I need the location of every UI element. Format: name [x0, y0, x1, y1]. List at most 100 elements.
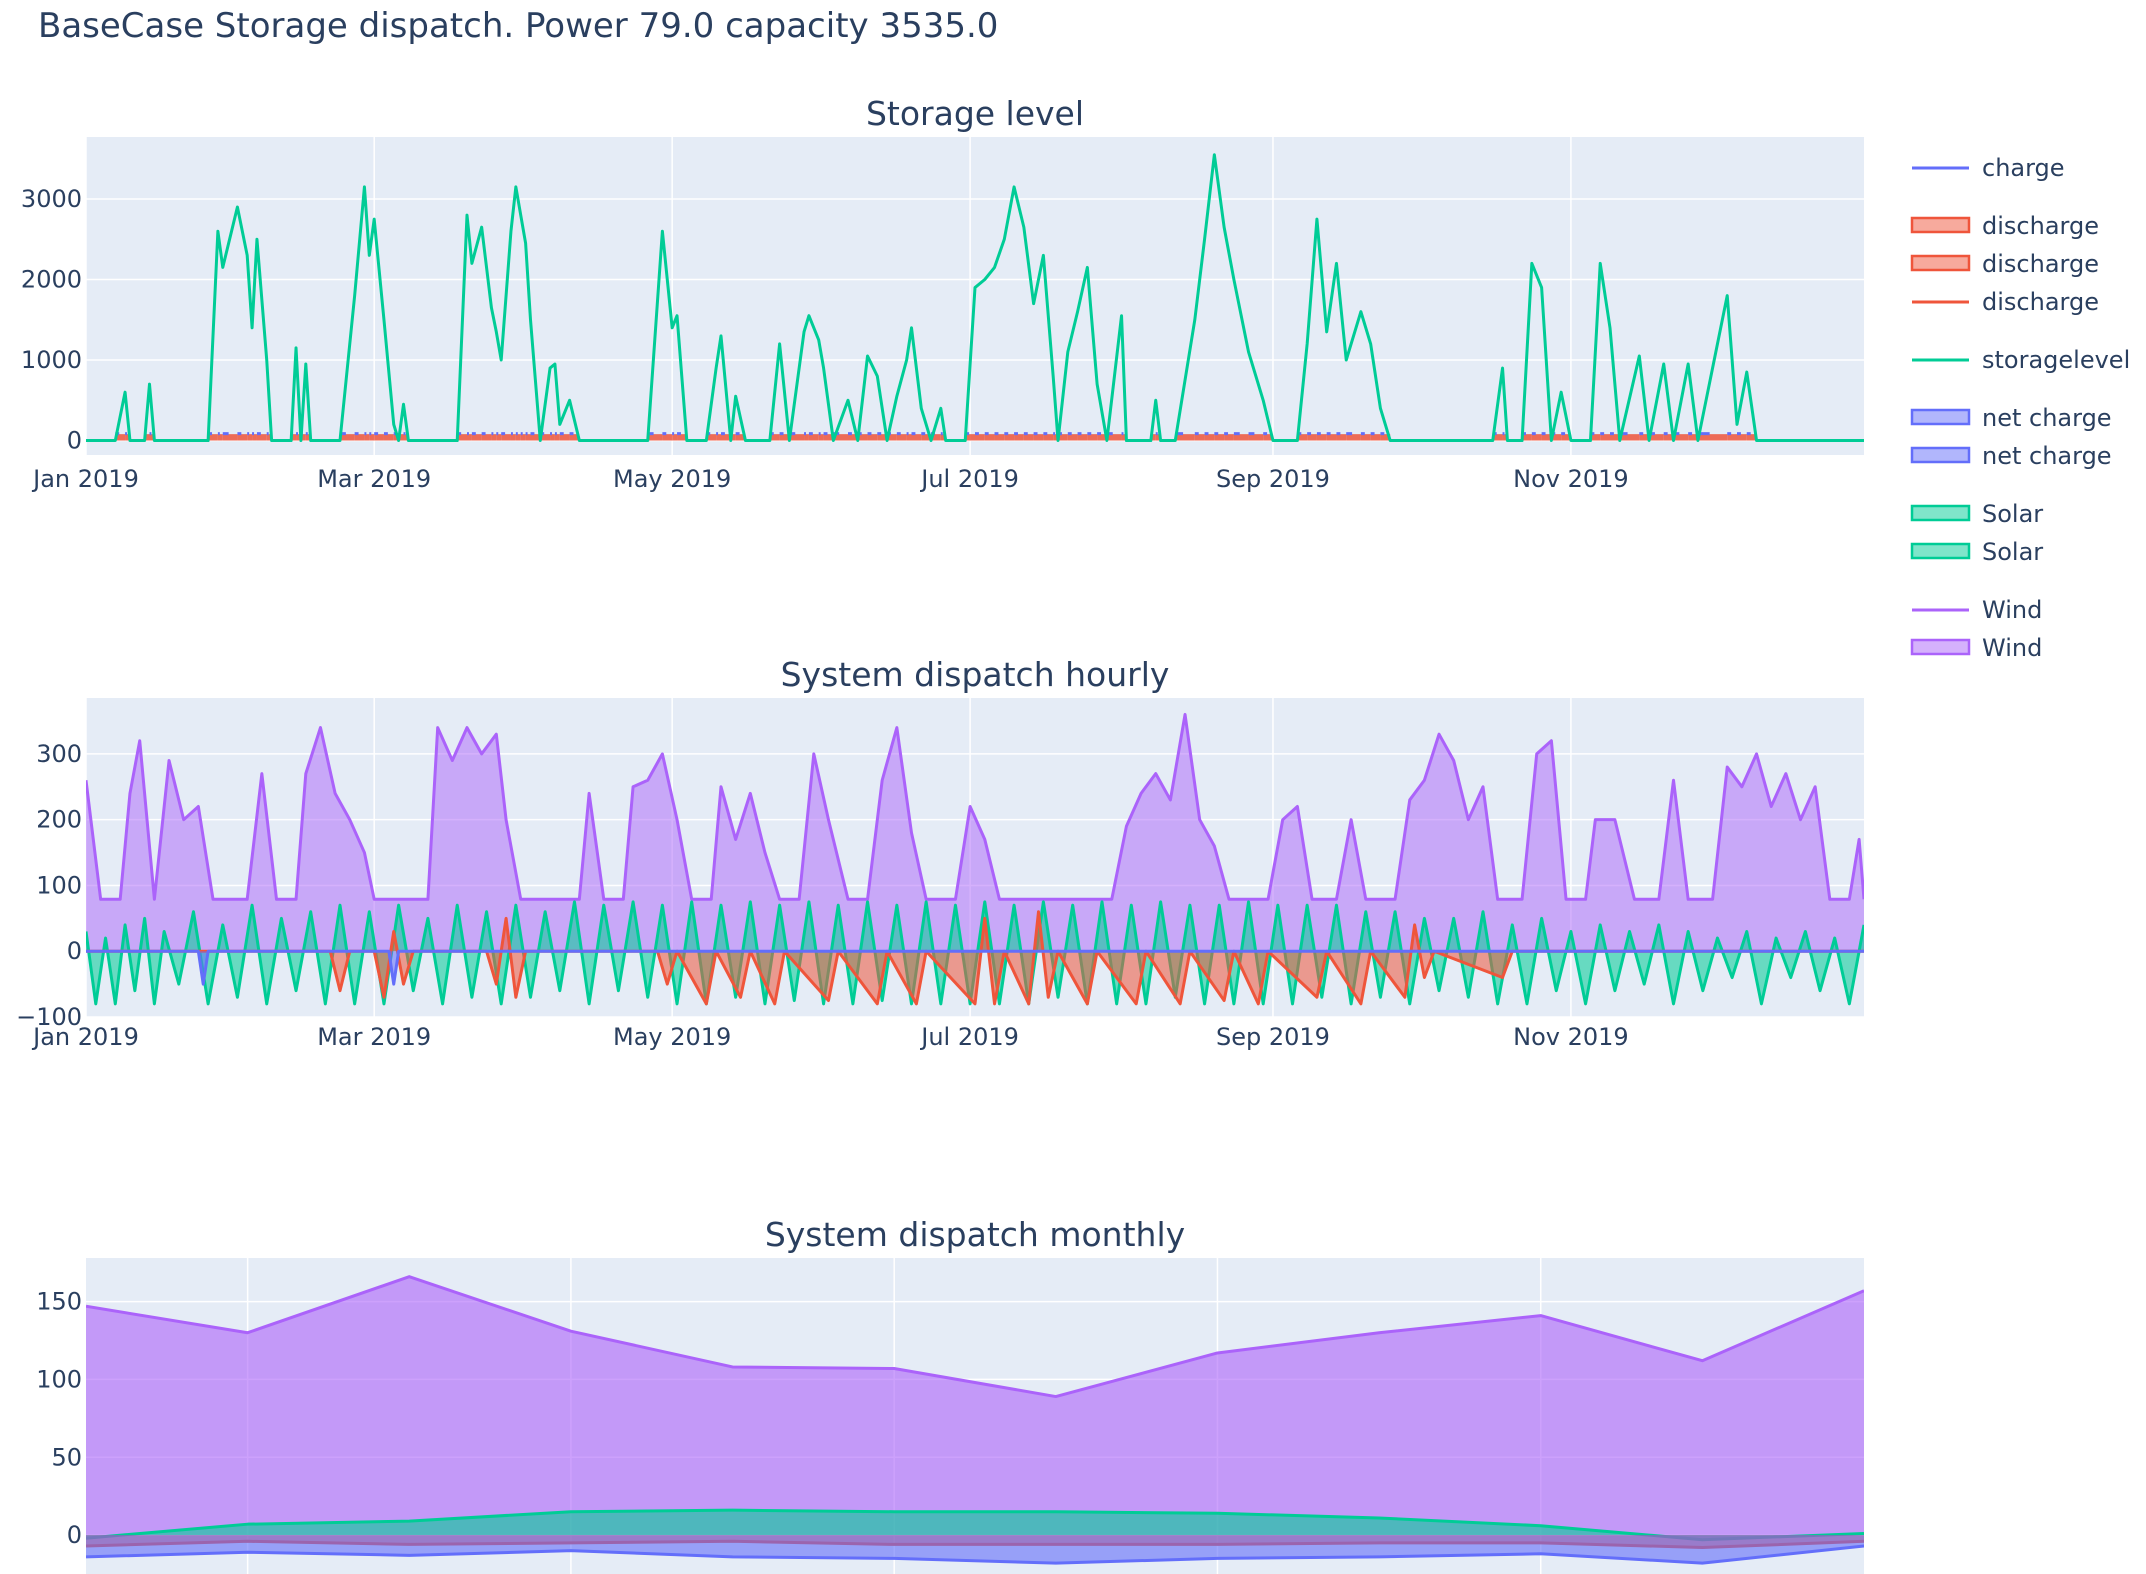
legend-group[interactable]: Solar Solar [1910, 500, 2043, 566]
charge-band [1248, 432, 1255, 436]
discharge-band [256, 434, 267, 441]
discharge-band [1121, 434, 1127, 441]
discharge-band [364, 434, 370, 441]
charge-line [86, 1544, 1864, 1565]
y-tick-label: 1000 [21, 346, 82, 374]
x-tick-label: Mar 2019 [317, 465, 431, 493]
legend-group[interactable]: Wind Wind [1910, 596, 2042, 662]
charge-band [471, 432, 476, 436]
legend-item[interactable]: Wind [1910, 634, 2042, 662]
legend-item[interactable]: discharge [1912, 288, 2099, 316]
legend-group[interactable]: charge [1912, 154, 2065, 182]
charge-band [1600, 432, 1605, 436]
charge-band [496, 432, 499, 436]
discharge-band [1370, 434, 1381, 441]
charge-band [1316, 432, 1321, 436]
discharge-band [1531, 434, 1542, 441]
legend-label: discharge [1982, 288, 2099, 316]
charge-band [1307, 432, 1312, 436]
discharge-band [383, 434, 394, 441]
discharge-band [1097, 434, 1107, 441]
charge-band [1663, 432, 1668, 436]
charge-band [491, 432, 494, 436]
discharge-band [1248, 434, 1264, 441]
charge-band [1639, 432, 1644, 436]
legend-item[interactable]: charge [1912, 154, 2065, 182]
legend-swatch [1910, 542, 1971, 560]
discharge-band [467, 434, 472, 441]
discharge-band [1502, 434, 1508, 441]
legend-swatch [1910, 216, 1971, 234]
legend-group[interactable]: discharge discharge discharge [1910, 212, 2099, 316]
discharge-band [1053, 434, 1059, 441]
legend-item[interactable]: Solar [1910, 538, 2043, 566]
legend-item[interactable]: discharge [1910, 212, 2099, 240]
discharge-band [1233, 434, 1249, 441]
charge-band [569, 432, 574, 436]
charge-band [1380, 432, 1385, 436]
charge-band [921, 432, 926, 436]
charge-band [672, 432, 675, 436]
charge-band [906, 432, 909, 436]
discharge-band [1297, 434, 1308, 441]
discharge-band [735, 434, 746, 441]
discharge-band [833, 434, 848, 441]
legend-item[interactable]: net charge [1910, 404, 2112, 432]
charge-band [217, 432, 220, 436]
charge-band [940, 432, 943, 436]
subplot-title: Storage level [866, 94, 1084, 133]
discharge-band [662, 434, 673, 441]
legend[interactable]: charge discharge discharge discharge storage… [1910, 154, 2130, 662]
charge-band [1004, 432, 1009, 436]
charge-band [1155, 432, 1158, 436]
charge-band [1014, 432, 1018, 436]
charge-band [554, 432, 557, 436]
legend-item[interactable]: storagelevel [1912, 346, 2130, 374]
charge-band [550, 432, 552, 436]
charge-band [252, 432, 255, 436]
discharge-band [1194, 434, 1205, 441]
discharge-band [716, 434, 721, 441]
discharge-band [1058, 434, 1068, 441]
discharge-band [994, 434, 1005, 441]
legend-item[interactable]: Solar [1910, 500, 2043, 528]
charge-band [804, 432, 806, 436]
charge-band [965, 432, 970, 436]
legend-item[interactable]: net charge [1910, 442, 2112, 470]
discharge-band [1033, 434, 1044, 441]
discharge-band [1360, 434, 1371, 441]
charge-band [994, 432, 999, 436]
discharge-band [300, 434, 306, 441]
charge-band [1087, 432, 1092, 436]
legend-item[interactable]: discharge [1910, 250, 2099, 278]
legend-swatch [1910, 638, 1971, 656]
plot-area [86, 153, 1864, 443]
legend-group[interactable]: storagelevel [1912, 346, 2130, 374]
charge-band [1043, 432, 1048, 436]
solar-line [86, 1508, 1864, 1542]
charge-band [364, 432, 367, 436]
charge-band [1649, 432, 1655, 436]
discharge-band [1610, 434, 1620, 441]
legend-group[interactable]: net charge net charge [1910, 404, 2112, 470]
charge-band [1502, 432, 1505, 436]
discharge-band [149, 434, 155, 441]
charge-band [467, 432, 469, 436]
charge-band [237, 432, 242, 436]
subplot-hourly: System dispatch hourly −100 0 100 200 300 Jan … [16, 655, 1864, 1051]
discharge-band [857, 434, 868, 441]
discharge-band [237, 434, 248, 441]
discharge-band [1004, 434, 1015, 441]
x-tick-label: Jan 2019 [31, 465, 139, 493]
charge-band [647, 432, 654, 436]
charge-band [510, 432, 513, 436]
charge-band [501, 432, 506, 436]
charge-band [662, 432, 667, 436]
discharge-line [86, 910, 1864, 1006]
discharge-band [818, 434, 824, 441]
charge-band [1688, 432, 1693, 436]
legend-item[interactable]: Wind [1912, 596, 2042, 624]
charge-band [1697, 432, 1710, 436]
legend-label: charge [1982, 154, 2065, 182]
